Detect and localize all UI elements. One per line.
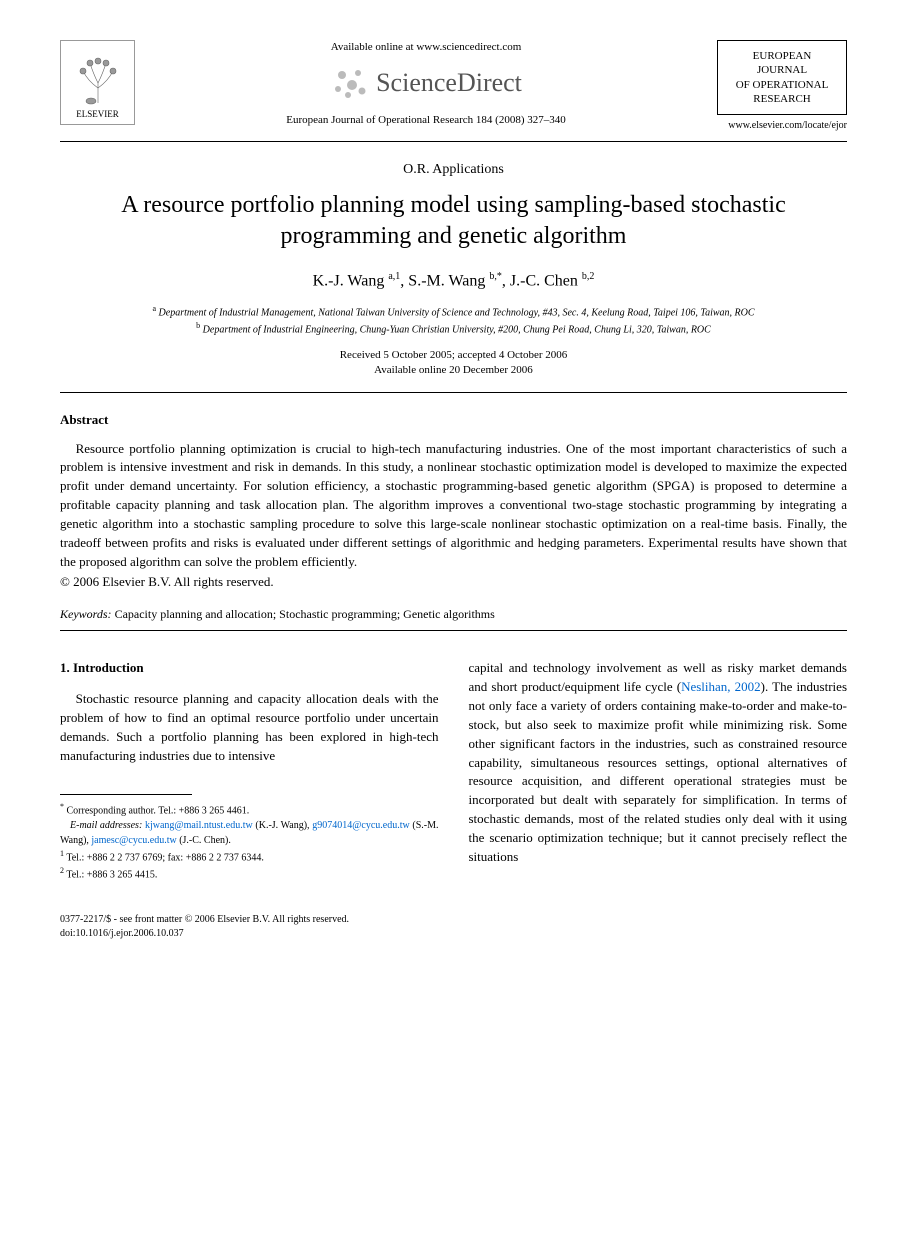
elsevier-tree-icon [73,53,123,108]
keywords-text: Capacity planning and allocation; Stocha… [112,607,495,621]
abstract-heading: Abstract [60,411,847,429]
left-column: 1. Introduction Stochastic resource plan… [60,659,439,882]
keywords-label: Keywords: [60,607,112,621]
email-link[interactable]: kjwang@mail.ntust.edu.tw [145,820,253,831]
footnotes: * Corresponding author. Tel.: +886 3 265… [60,801,439,883]
available-online-text: Available online at www.sciencedirect.co… [150,40,702,55]
online-date: Available online 20 December 2006 [60,363,847,378]
footnote-tel: Tel.: +886 2 2 737 6769; fax: +886 2 2 7… [66,852,264,863]
article-section: O.R. Applications [60,160,847,180]
email-label: E-mail addresses: [70,820,142,831]
journal-box-line: JOURNAL [724,63,840,77]
received-date: Received 5 October 2005; accepted 4 Octo… [60,348,847,363]
text-run: ). The industries not only face a variet… [469,679,848,864]
keywords: Keywords: Capacity planning and allocati… [60,606,847,623]
page-header: ELSEVIER Available online at www.science… [60,40,847,142]
journal-reference: European Journal of Operational Research… [150,113,702,128]
header-center: Available online at www.sciencedirect.co… [135,40,717,129]
footnote-tel: Tel.: +886 3 265 4415. [66,870,157,881]
affiliation-a: Department of Industrial Management, Nat… [159,307,755,318]
divider [60,392,847,393]
journal-box-wrap: EUROPEAN JOURNAL OF OPERATIONAL RESEARCH… [717,40,847,133]
email-owner: (J.-C. Chen). [177,835,231,846]
abstract-body: Resource portfolio planning optimization… [60,440,847,572]
journal-box-line: OF OPERATIONAL [724,78,840,92]
journal-box-line: RESEARCH [724,92,840,106]
email-owner: (K.-J. Wang), [253,820,312,831]
affiliation-b: Department of Industrial Engineering, Ch… [203,325,711,336]
journal-url: www.elsevier.com/locate/ejor [717,119,847,133]
body-columns: 1. Introduction Stochastic resource plan… [60,659,847,882]
doi: doi:10.1016/j.ejor.2006.10.037 [60,927,847,941]
email-link[interactable]: jamesc@cycu.edu.tw [91,835,176,846]
intro-paragraph-cont: capital and technology involvement as we… [469,659,848,866]
page-footer: 0377-2217/$ - see front matter © 2006 El… [60,913,847,941]
email-link[interactable]: g9074014@cycu.edu.tw [312,820,410,831]
intro-paragraph: Stochastic resource planning and capacit… [60,690,439,765]
article-title: A resource portfolio planning model usin… [60,190,847,252]
footnote-separator [60,794,192,795]
sciencedirect-icon [330,63,370,103]
journal-title-box: EUROPEAN JOURNAL OF OPERATIONAL RESEARCH [717,40,847,115]
elsevier-label: ELSEVIER [76,108,119,121]
intro-heading: 1. Introduction [60,659,439,678]
citation-link[interactable]: Neslihan, 2002 [681,679,761,694]
article-dates: Received 5 October 2005; accepted 4 Octo… [60,348,847,379]
corresponding-author: Corresponding author. Tel.: +886 3 265 4… [67,805,250,816]
sciencedirect-text: ScienceDirect [376,65,522,101]
sciencedirect-logo: ScienceDirect [150,63,702,103]
front-matter: 0377-2217/$ - see front matter © 2006 El… [60,913,847,927]
abstract-copyright: © 2006 Elsevier B.V. All rights reserved… [60,573,847,591]
affiliations: a Department of Industrial Management, N… [60,303,847,338]
divider [60,630,847,631]
article-authors: K.-J. Wang a,1, S.-M. Wang b,*, J.-C. Ch… [60,270,847,293]
right-column: capital and technology involvement as we… [469,659,848,882]
elsevier-logo: ELSEVIER [60,40,135,125]
journal-box-line: EUROPEAN [724,49,840,63]
